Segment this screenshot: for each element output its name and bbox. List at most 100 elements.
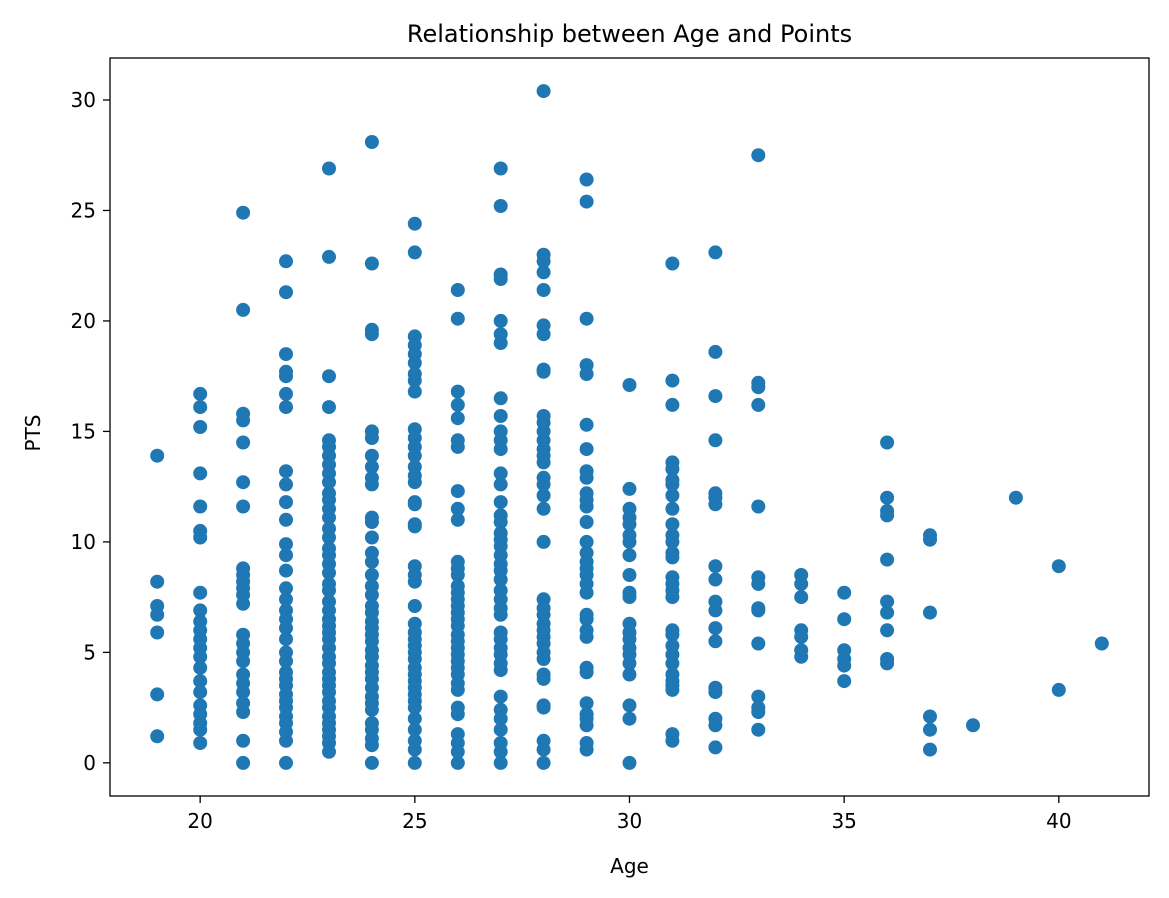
data-point: [279, 733, 293, 748]
data-point: [536, 534, 551, 549]
data-point: [579, 367, 594, 381]
data-point: [579, 442, 594, 457]
data-point: [279, 369, 293, 384]
y-axis-label: PTS: [21, 415, 45, 452]
data-point: [579, 172, 594, 187]
data-point: [279, 285, 293, 300]
data-point: [193, 499, 208, 514]
data-point: [708, 497, 723, 512]
data-point: [193, 660, 208, 675]
data-point: [880, 594, 895, 609]
data-point: [364, 554, 379, 569]
data-point: [150, 607, 165, 622]
data-point: [450, 411, 465, 426]
data-point: [493, 495, 508, 510]
data-point: [279, 512, 293, 527]
data-point: [622, 378, 637, 392]
data-point: [279, 477, 293, 492]
data-point: [450, 512, 465, 527]
data-point: [622, 534, 637, 549]
data-point: [536, 254, 551, 269]
data-point: [150, 448, 165, 463]
data-point: [622, 517, 637, 532]
y-tick-label: 20: [71, 309, 96, 333]
data-point: [880, 623, 895, 638]
data-point: [236, 475, 251, 490]
data-point: [665, 656, 680, 671]
data-point: [880, 552, 895, 567]
data-point: [536, 671, 551, 686]
data-point: [1051, 559, 1066, 574]
data-point: [322, 583, 336, 598]
data-point: [1051, 682, 1066, 697]
data-point: [708, 559, 723, 574]
data-point: [708, 685, 723, 700]
data-point: [450, 682, 465, 697]
y-tick-label: 5: [83, 640, 96, 664]
data-point: [450, 755, 465, 770]
data-point: [751, 576, 766, 591]
data-point: [665, 256, 680, 271]
x-axis: 20 25 30 35 40: [187, 796, 1072, 833]
data-point: [708, 740, 723, 755]
data-point: [837, 612, 852, 627]
data-point: [450, 283, 465, 297]
data-point: [236, 413, 251, 428]
data-point: [579, 470, 594, 485]
data-point: [622, 568, 637, 582]
data-point: [407, 755, 422, 770]
data-point: [665, 517, 680, 532]
x-tick-label: 40: [1046, 809, 1071, 833]
data-point: [536, 327, 551, 342]
data-point: [536, 84, 551, 99]
data-point: [450, 501, 465, 516]
data-point: [450, 484, 465, 499]
data-point: [407, 711, 422, 726]
data-point: [579, 534, 594, 549]
data-point: [279, 581, 293, 596]
data-point: [622, 656, 637, 671]
data-point: [923, 709, 937, 724]
data-point: [493, 744, 508, 759]
data-point: [407, 722, 422, 737]
data-point: [493, 442, 508, 457]
data-point: [622, 481, 637, 496]
data-point: [536, 501, 551, 516]
data-point: [236, 596, 251, 611]
data-point: [150, 729, 165, 744]
data-point: [536, 652, 551, 666]
data-point: [536, 755, 551, 770]
data-point: [665, 534, 680, 549]
data-point: [364, 477, 379, 492]
data-point: [193, 603, 208, 618]
data-point: [450, 744, 465, 759]
data-point: [279, 621, 293, 636]
data-point: [622, 548, 637, 563]
data-point: [322, 565, 336, 580]
data-point: [751, 689, 766, 704]
data-point: [364, 256, 379, 271]
data-point: [751, 397, 766, 412]
data-point: [493, 755, 508, 770]
data-point: [236, 302, 251, 317]
data-point: [708, 572, 723, 587]
x-axis-label: Age: [610, 854, 649, 878]
data-point: [665, 477, 680, 492]
data-point: [322, 249, 336, 264]
data-point: [407, 519, 422, 534]
data-point: [751, 705, 766, 719]
data-point: [622, 667, 637, 682]
chart-title: Relationship between Age and Points: [407, 20, 852, 48]
data-point: [493, 272, 508, 286]
data-point: [708, 389, 723, 404]
data-point: [665, 550, 680, 565]
data-point: [407, 475, 422, 490]
data-point: [880, 605, 895, 620]
data-point: [665, 682, 680, 697]
data-point: [279, 654, 293, 669]
data-point: [579, 194, 594, 209]
data-point: [923, 742, 937, 757]
data-point: [322, 161, 336, 176]
data-point: [880, 435, 895, 450]
